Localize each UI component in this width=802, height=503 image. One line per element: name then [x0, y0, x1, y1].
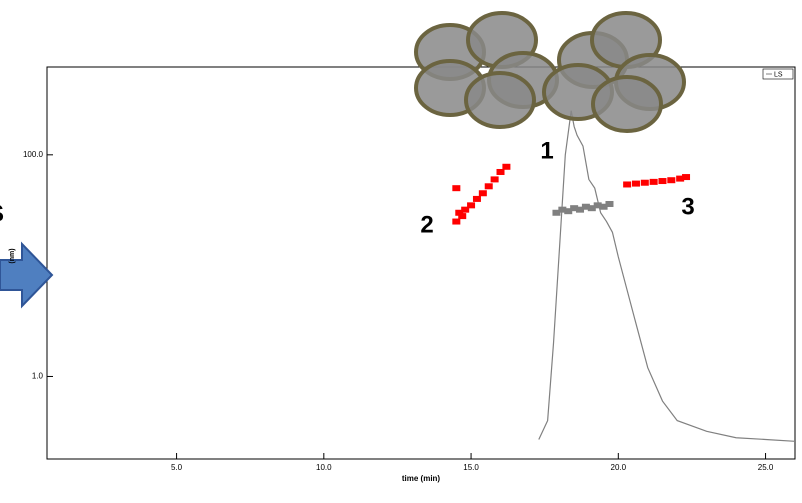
point — [682, 174, 690, 180]
plot-frame — [47, 67, 795, 459]
x-axis-label: time (min) — [402, 474, 441, 483]
point — [452, 219, 460, 225]
molecule-illustration — [416, 13, 684, 131]
x-tick-label: 20.0 — [611, 463, 627, 472]
chart: 5.0 10.0 15.0 20.0 25.0 1.0 100.0 time (min) (nm… — [0, 0, 802, 503]
point — [479, 190, 487, 196]
point — [467, 202, 475, 208]
point — [485, 183, 493, 189]
x-tick-label: 15.0 — [463, 463, 479, 472]
point — [632, 181, 640, 187]
y-tick-label: 1.0 — [32, 372, 44, 381]
point — [658, 178, 666, 184]
x-tick-label: 25.0 — [758, 463, 774, 472]
point — [473, 196, 481, 202]
ls-line — [539, 111, 795, 442]
annotation: 1 — [540, 137, 553, 164]
y-axis-label: (nm) — [9, 248, 16, 263]
annotation: S — [0, 200, 4, 227]
annotation: 2 — [420, 211, 433, 238]
point — [458, 213, 466, 219]
point — [605, 201, 613, 207]
y-tick-label: 100.0 — [23, 150, 44, 159]
point — [650, 179, 658, 185]
point — [491, 176, 499, 182]
arrow — [0, 244, 52, 306]
point — [641, 180, 649, 186]
point — [623, 181, 631, 187]
point — [452, 185, 460, 191]
point — [497, 169, 505, 175]
x-tick-label: 5.0 — [171, 463, 183, 472]
point — [502, 164, 510, 170]
annotation: 3 — [681, 193, 694, 220]
legend-label: LS — [774, 71, 783, 78]
point — [667, 177, 675, 183]
x-tick-label: 10.0 — [316, 463, 332, 472]
